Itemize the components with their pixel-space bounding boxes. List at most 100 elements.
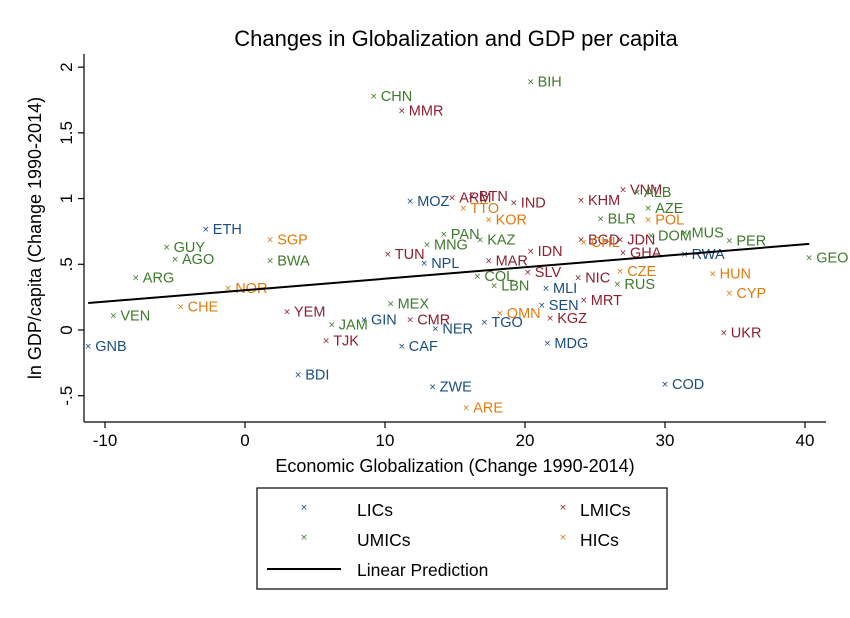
data-point-label: PER bbox=[736, 234, 766, 250]
chart-title: Changes in Globalization and GDP per cap… bbox=[234, 26, 678, 51]
data-point-marker: × bbox=[580, 296, 588, 306]
data-point-marker: × bbox=[429, 383, 437, 393]
data-point-marker: × bbox=[527, 78, 535, 88]
x-tick-label: 20 bbox=[516, 431, 535, 450]
data-point-label: SEN bbox=[549, 298, 579, 314]
plot-area: × GNB× ETH× BDI× MOZ× ZWE× NER × TGO× CAF× GIN× NPL… bbox=[84, 75, 848, 417]
data-point-label: ARG bbox=[143, 270, 174, 286]
data-point-marker: × bbox=[432, 325, 440, 335]
data-point-marker: × bbox=[726, 289, 734, 299]
data-point-marker: × bbox=[597, 214, 605, 224]
data-point-marker: × bbox=[406, 197, 414, 207]
data-point-marker: × bbox=[423, 241, 431, 251]
data-point-label: OMN bbox=[507, 306, 541, 322]
data-point-marker: × bbox=[462, 404, 470, 414]
legend-box bbox=[256, 487, 668, 590]
data-point-label: MEX bbox=[398, 297, 430, 313]
data-point-marker: × bbox=[614, 280, 622, 290]
data-point-label: MRT bbox=[591, 293, 622, 309]
series-hics: ×KOR×TTO×POL×SGP×CHL×CZE×HUN×CYP×CHE×NOR… bbox=[177, 201, 766, 417]
data-point-label: MUS bbox=[692, 226, 724, 242]
y-tick-label: .5 bbox=[57, 257, 76, 271]
data-point-marker: × bbox=[440, 230, 448, 240]
data-point-marker: × bbox=[476, 235, 484, 245]
data-point-marker: × bbox=[202, 225, 210, 235]
data-point-label: AGO bbox=[182, 252, 214, 268]
legend-label-lmics: LMICs bbox=[580, 500, 631, 520]
data-point-marker: × bbox=[720, 329, 728, 339]
data-point-marker: × bbox=[577, 196, 585, 206]
data-point-marker: × bbox=[370, 92, 378, 102]
legend-label-hics: HICs bbox=[580, 530, 619, 550]
data-point-marker: × bbox=[485, 256, 493, 266]
data-point-label: RWA bbox=[692, 247, 725, 263]
data-point-marker: × bbox=[661, 380, 669, 390]
data-point-marker: × bbox=[84, 342, 92, 352]
data-point-label: HUN bbox=[720, 266, 751, 282]
y-axis-title: ln GDP/capita (Change 1990-2014) bbox=[25, 97, 45, 379]
data-point-label: IDN bbox=[538, 244, 563, 260]
data-point-label: RUS bbox=[624, 277, 655, 293]
legend-marker-hics: × bbox=[559, 533, 567, 543]
data-point-marker: × bbox=[294, 371, 302, 381]
data-point-marker: × bbox=[681, 229, 689, 239]
data-point-label: GUY bbox=[174, 240, 206, 256]
data-point-label: KHM bbox=[588, 193, 620, 209]
series-lmics: × MMR× BTN× ARM × IND × KHM× VNM× IDN× BGD× JDN× GHA… bbox=[283, 104, 761, 350]
data-point-marker: × bbox=[616, 235, 624, 245]
data-point-marker: × bbox=[619, 185, 627, 195]
data-point-label: GNB bbox=[95, 339, 126, 355]
data-point-marker: × bbox=[647, 231, 655, 241]
data-point-marker: × bbox=[544, 339, 552, 349]
data-point-label: ZWE bbox=[440, 380, 473, 396]
legend-marker-umics: × bbox=[300, 533, 308, 543]
data-point-label: BTN bbox=[479, 189, 508, 205]
data-point-label: UKR bbox=[731, 326, 762, 342]
data-point-label: POL bbox=[655, 213, 684, 229]
data-point-marker: × bbox=[481, 318, 489, 328]
data-point-marker: × bbox=[542, 284, 550, 294]
data-point-marker: × bbox=[360, 315, 368, 325]
data-point-label: COD bbox=[672, 377, 704, 393]
data-point-marker: × bbox=[132, 273, 140, 283]
x-tick-label: 30 bbox=[656, 431, 675, 450]
data-point-label: COL bbox=[484, 269, 514, 285]
data-point-label: TUN bbox=[395, 247, 425, 263]
data-point-marker: × bbox=[527, 247, 535, 257]
data-point-label: DOM bbox=[658, 228, 692, 244]
legend-marker-lics: × bbox=[300, 503, 308, 513]
data-point-label: KAZ bbox=[487, 232, 515, 248]
data-point-label: JDN bbox=[627, 232, 655, 248]
data-point-label: MNG bbox=[434, 238, 468, 254]
data-point-label: CAF bbox=[409, 339, 438, 355]
data-point-label: MMR bbox=[409, 104, 444, 120]
data-point-label: MLI bbox=[553, 281, 577, 297]
linear-prediction-line bbox=[88, 242, 810, 305]
data-point-marker: × bbox=[322, 337, 330, 347]
data-point-marker: × bbox=[406, 315, 414, 325]
x-tick-label: 0 bbox=[240, 431, 249, 450]
data-point-marker: × bbox=[644, 204, 652, 214]
data-point-label: ARE bbox=[473, 401, 503, 417]
data-point-label: IND bbox=[521, 196, 546, 212]
data-point-label: ETH bbox=[213, 222, 242, 238]
data-point-label: PAN bbox=[451, 227, 480, 243]
data-point-label: CYP bbox=[736, 286, 766, 302]
data-point-marker: × bbox=[577, 235, 585, 245]
y-tick-label: 1.5 bbox=[57, 121, 76, 145]
data-point-label: BGD bbox=[588, 232, 619, 248]
data-point-label: VEN bbox=[120, 309, 150, 325]
legend-label-umics: UMICs bbox=[357, 530, 411, 550]
data-point-label: GIN bbox=[371, 312, 397, 328]
legend-label-lics: LICs bbox=[357, 500, 393, 520]
data-point-label: BWA bbox=[277, 253, 310, 269]
data-point-marker: × bbox=[574, 273, 582, 283]
data-point-label: MAR bbox=[496, 253, 528, 269]
data-point-label: CMR bbox=[417, 312, 450, 328]
y-tick-label: -.5 bbox=[57, 386, 76, 406]
data-point-marker: × bbox=[171, 255, 179, 265]
x-tick-label: -10 bbox=[93, 431, 118, 450]
data-point-label: BDI bbox=[305, 368, 329, 384]
data-point-marker: × bbox=[384, 250, 392, 260]
